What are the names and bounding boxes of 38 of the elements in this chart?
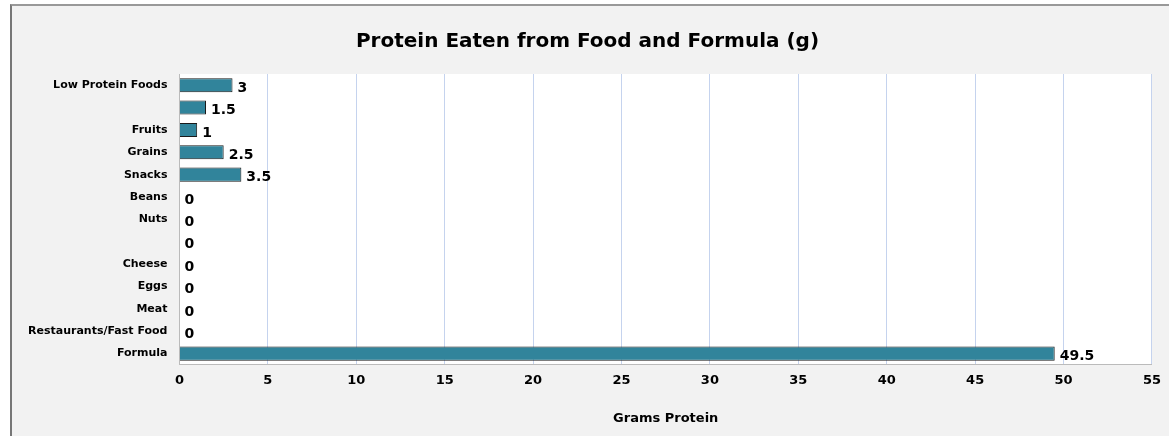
data-label: 3	[237, 78, 248, 95]
data-label: 49.5	[1059, 347, 1095, 364]
data-label: 1.5	[211, 101, 236, 118]
x-tick-label: 25	[612, 371, 631, 387]
y-tick-label: Restaurants/Fast Food	[27, 324, 168, 338]
y-tick-label: Nuts	[138, 212, 168, 226]
x-tick-label: 0	[174, 371, 184, 387]
x-tick-label: 15	[435, 371, 454, 387]
data-label: 1	[202, 123, 212, 140]
data-label: 0	[184, 324, 195, 341]
data-label: 0	[184, 235, 195, 252]
y-tick-label: Low Protein Foods	[53, 78, 168, 92]
chart-title: Protein Eaten from Food and Formula (g)	[355, 28, 820, 53]
data-label: 0	[184, 280, 195, 297]
data-label: 0	[184, 257, 195, 274]
data-label: 3.5	[246, 168, 272, 185]
x-axis-title: Grams Protein	[613, 409, 719, 425]
x-tick-label: 55	[1142, 371, 1161, 387]
data-label: 0	[184, 302, 195, 319]
y-tick-label: Fruits	[131, 122, 168, 136]
x-tick-label: 30	[700, 371, 719, 387]
y-tick-label: Meat	[136, 301, 168, 315]
y-tick-label: Snacks	[123, 167, 168, 181]
data-label: 0	[184, 190, 195, 207]
x-tick-label: 5	[263, 371, 273, 387]
x-tick-label: 50	[1054, 371, 1073, 387]
x-tick-label: 35	[789, 371, 808, 387]
x-tick-label: 10	[347, 371, 366, 387]
y-tick-label: Cheese	[122, 257, 168, 270]
y-tick-label: Formula	[116, 346, 168, 360]
x-tick-label: 40	[877, 371, 896, 387]
data-label: 0	[184, 213, 195, 230]
y-tick-label: Grains	[127, 145, 168, 159]
x-tick-label: 45	[966, 371, 985, 387]
y-tick-label: Eggs	[137, 279, 168, 293]
y-tick-label: Beans	[129, 189, 168, 203]
x-tick-label: 20	[524, 371, 543, 387]
data-label: 2.5	[228, 145, 254, 162]
